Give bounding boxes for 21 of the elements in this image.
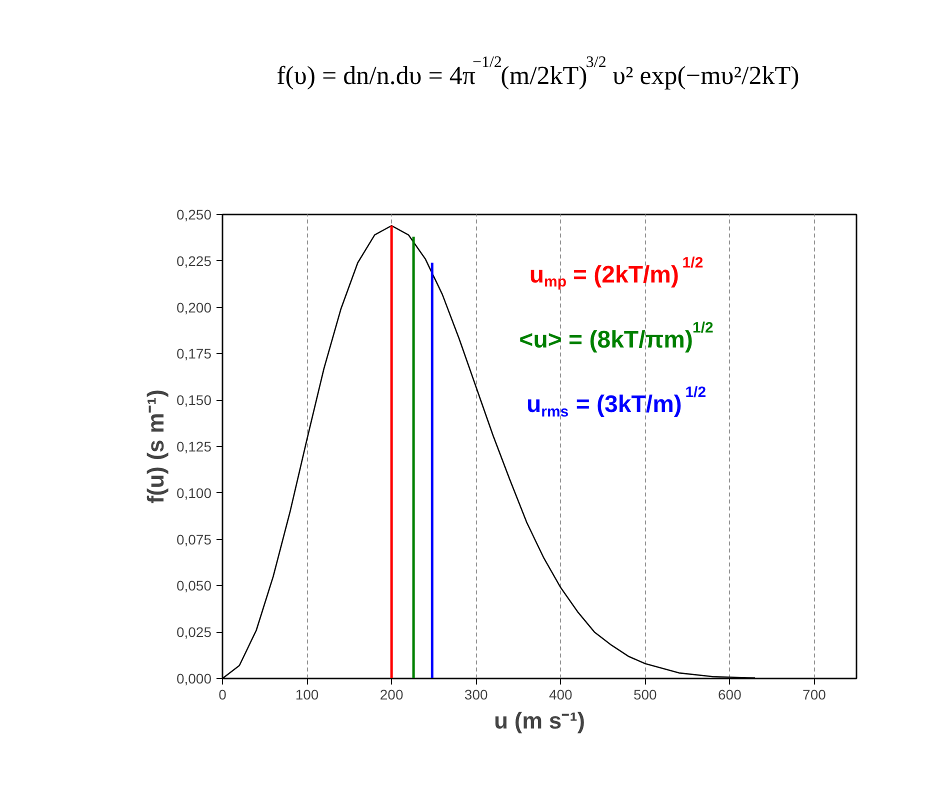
x-axis-title: u (m s⁻¹)	[494, 708, 586, 734]
y-axis-title: f(u) (s m⁻¹)	[142, 389, 168, 504]
x-tick-label: 0	[218, 686, 227, 702]
y-tick-label: 0,225	[176, 252, 212, 269]
y-tick-label: 0,175	[176, 346, 212, 362]
x-tick-label: 300	[464, 686, 488, 702]
x-tick-label: 700	[802, 686, 826, 702]
x-tick-label: 600	[718, 686, 742, 702]
y-tick-label: 0,050	[176, 578, 212, 594]
y-tick-label: 0,250	[176, 206, 212, 222]
y-tick-label: 0,100	[176, 484, 212, 501]
y-tick-label: 0,125	[176, 438, 212, 454]
x-tick-label: 500	[633, 686, 658, 702]
y-tick-label: 0,150	[176, 392, 212, 408]
x-tick-label: 100	[295, 686, 319, 702]
y-tick-label: 0,075	[176, 531, 212, 548]
x-tick-label: 200	[380, 686, 404, 702]
x-tick-label: 400	[548, 686, 573, 702]
y-tick-label: 0,000	[176, 670, 212, 686]
y-tick-label: 0,025	[176, 624, 212, 640]
y-tick-label: 0,200	[176, 299, 212, 316]
